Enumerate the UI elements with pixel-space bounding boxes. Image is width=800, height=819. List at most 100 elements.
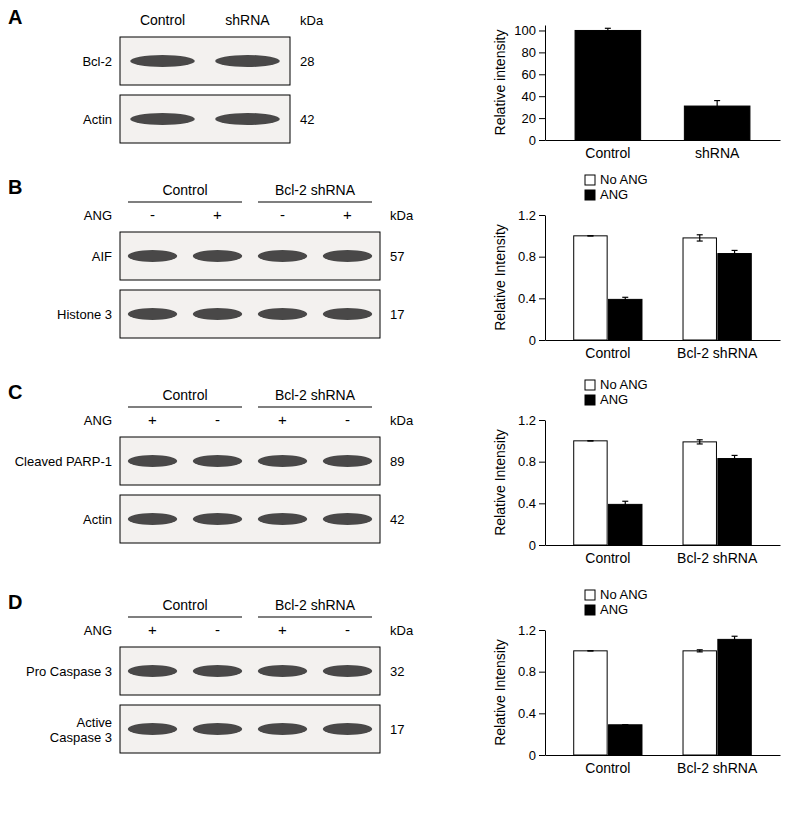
group-underline [128, 201, 242, 202]
blot-band [258, 250, 307, 262]
error-stem [734, 636, 735, 642]
treatment-label: ANG [84, 413, 112, 428]
y-tick: 0 [529, 538, 545, 553]
error-cap [732, 642, 738, 643]
lane-sign: - [215, 411, 220, 428]
y-tick: 60 [522, 67, 545, 82]
blot-band [193, 665, 242, 677]
row-label: AIF [92, 249, 112, 264]
y-tick-label: 1.2 [518, 413, 536, 428]
treatment-label: ANG [84, 623, 112, 638]
y-tick-mark [539, 755, 545, 756]
y-tick-label: 1.2 [518, 208, 536, 223]
error-cap [605, 28, 611, 29]
y-axis: 00.40.81.2 [518, 413, 546, 553]
lane-sign: + [343, 206, 352, 223]
blot-band [193, 250, 242, 262]
error-bar [587, 440, 593, 441]
legend: No ANGANG [585, 172, 648, 202]
y-tick-mark [539, 30, 545, 31]
y-tick-mark [539, 96, 545, 97]
error-bar [697, 650, 703, 652]
x-tick: Bcl-2 shRNA [677, 340, 758, 361]
legend: No ANGANG [585, 587, 648, 617]
blot-band [130, 113, 195, 125]
blot-band [193, 455, 242, 467]
legend-label: No ANG [600, 172, 648, 187]
blot-band [258, 723, 307, 735]
y-tick-label: 100 [514, 23, 536, 38]
x-axis-line [546, 340, 781, 341]
panel-letter: D [8, 591, 22, 613]
group-underline [258, 406, 372, 407]
bar [718, 639, 751, 755]
blot-band [323, 723, 372, 735]
row-label: Active [77, 715, 112, 730]
x-axis-line [546, 755, 781, 756]
y-tick-mark [539, 462, 545, 463]
legend-item: No ANG [585, 587, 648, 602]
lane-sign: + [278, 411, 287, 428]
plot-area [574, 235, 752, 340]
lane-sign: + [148, 621, 157, 638]
y-tick-label: 0 [529, 748, 536, 763]
blot-strip [120, 232, 380, 280]
panel-letter: A [8, 6, 22, 28]
blot-band [193, 308, 242, 320]
error-cap [622, 724, 628, 725]
y-tick-mark [539, 503, 545, 504]
legend-swatch [585, 380, 595, 390]
blot-band [323, 250, 372, 262]
bar [609, 504, 642, 545]
blot-band [323, 665, 372, 677]
blot-panel: CControlBcl-2 shRNAANG+-+-kDaCleaved PAR… [8, 381, 414, 543]
blot-strip [120, 37, 290, 85]
error-cap [587, 650, 593, 651]
blot-strip [120, 647, 380, 695]
error-bar [622, 724, 628, 725]
panel-letter: B [8, 176, 22, 198]
bar [683, 442, 716, 545]
error-cap [605, 32, 611, 33]
y-tick-label: 1.2 [518, 623, 536, 638]
kda-value: 32 [390, 664, 404, 679]
bar [575, 30, 641, 140]
y-tick-mark [539, 298, 545, 299]
error-cap [622, 501, 628, 502]
legend-swatch [585, 395, 595, 405]
error-bar [697, 440, 703, 444]
group-label: Bcl-2 shRNA [275, 597, 356, 613]
y-tick-mark [539, 140, 545, 141]
error-stem [699, 440, 700, 444]
figure: AControlshRNAkDaBcl-228Actin42BControlBc… [0, 0, 800, 819]
y-tick-mark [539, 420, 545, 421]
blot-strip [120, 437, 380, 485]
y-tick: 0 [529, 748, 545, 763]
error-cap [697, 234, 703, 235]
y-tick-mark [539, 713, 545, 714]
y-axis: 00.40.81.2 [518, 208, 546, 348]
x-tick-label: Bcl-2 shRNA [677, 550, 758, 566]
lane-sign: - [150, 206, 155, 223]
error-cap [697, 649, 703, 650]
error-cap [714, 111, 720, 112]
y-tick-mark [539, 74, 545, 75]
group-label: Bcl-2 shRNA [275, 387, 356, 403]
row-label: Pro Caspase 3 [26, 664, 112, 679]
row-label: Actin [83, 512, 112, 527]
error-bar [732, 636, 738, 642]
y-tick: 0.4 [518, 291, 545, 306]
legend-item: No ANG [585, 172, 648, 187]
kda-value: 42 [390, 512, 404, 527]
bar [718, 254, 751, 340]
lane-sign: - [215, 621, 220, 638]
bar-chart: 00.40.81.2ControlBcl-2 shRNARelative Int… [492, 587, 781, 776]
plot-area [574, 636, 752, 755]
legend-label: ANG [600, 392, 628, 407]
legend-label: No ANG [600, 587, 648, 602]
error-cap [697, 651, 703, 652]
y-axis-line [545, 26, 546, 141]
bar-chart: 020406080100ControlshRNARelative intensi… [492, 23, 781, 161]
error-cap [697, 439, 703, 440]
bar [684, 106, 750, 140]
